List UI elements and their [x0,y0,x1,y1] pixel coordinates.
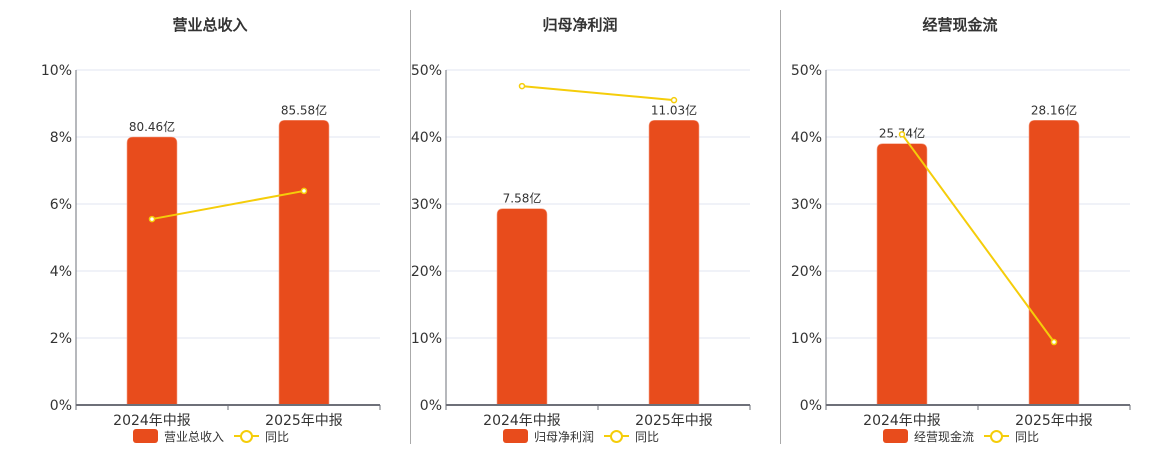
yoy-line [521,85,675,102]
x-tick-label: 2024年中报 [483,413,561,429]
yoy-line [151,189,305,221]
chart-panel-revenue: 营业总收入 0% 2% 4% 6% 8% 10% 80.46亿 85.58亿 2024年中报 20… [0,0,410,450]
legend-bar-swatch[interactable] [883,429,908,443]
y-tick-label: 0% [420,398,442,414]
y-tick-label: 10% [411,331,442,347]
x-tick-label: 2025年中报 [635,413,713,429]
legend-bar-label[interactable]: 营业总收入 [164,429,225,444]
bar-value-label: 11.03亿 [651,102,697,117]
y-tick-label: 30% [791,197,822,213]
legend-bar-label[interactable]: 归母净利润 [534,429,595,444]
chart-legend: 归母净利润 同比 [503,428,659,444]
bar-value-label: 85.58亿 [281,102,327,117]
chart-title: 经营现金流 [922,16,998,34]
x-tick-label: 2024年中报 [863,413,941,429]
chart-plot-area: 0% 2% 4% 6% 8% 10% 80.46亿 85.58亿 2024年中报 2025年中报 [41,63,381,429]
x-tick-label: 2025年中报 [1015,413,1093,429]
y-tick-label: 10% [41,63,72,79]
chart-legend: 营业总收入 同比 [133,428,289,444]
chart-title: 营业总收入 [172,16,248,34]
y-tick-label: 4% [50,264,72,280]
y-tick-label: 50% [411,63,442,79]
y-tick-label: 0% [800,398,822,414]
legend-line-label[interactable]: 同比 [1015,429,1040,444]
legend-line-circle-icon[interactable] [984,429,1010,443]
yoy-point[interactable] [1050,338,1058,346]
yoy-point[interactable] [670,96,678,104]
y-tick-label: 20% [411,264,442,280]
bar-value-label: 80.46亿 [129,119,175,134]
legend-line-circle-icon[interactable] [604,429,630,443]
x-tick-label: 2025年中报 [265,413,343,429]
bar[interactable] [126,136,178,406]
y-tick-label: 0% [50,398,72,414]
yoy-point[interactable] [518,82,526,90]
x-tick-label: 2024年中报 [113,413,191,429]
legend-bar-swatch[interactable] [503,429,528,443]
yoy-line [901,133,1055,343]
legend-line-label[interactable]: 同比 [635,429,660,444]
chart-panel-net-profit: 归母净利润 0% 10% 20% 30% 40% 50% 7.58亿 11.03亿 2024年中… [411,16,751,444]
legend-bar-label[interactable]: 经营现金流 [914,429,975,444]
bar-value-label: 28.16亿 [1031,102,1077,117]
chart-legend: 经营现金流 同比 [883,428,1039,444]
y-tick-label: 10% [791,331,822,347]
y-tick-label: 8% [50,130,72,146]
y-tick-label: 40% [411,130,442,146]
yoy-point[interactable] [300,187,308,195]
panel-divider [780,10,781,444]
legend-bar-swatch[interactable] [133,429,158,443]
y-tick-label: 20% [791,264,822,280]
bar[interactable] [278,119,330,406]
y-tick-label: 6% [50,197,72,213]
legend-line-label[interactable]: 同比 [265,429,290,444]
y-tick-label: 50% [791,63,822,79]
y-tick-label: 30% [411,197,442,213]
y-tick-label: 2% [50,331,72,347]
chart-title: 归母净利润 [542,16,618,34]
legend-line-circle-icon[interactable] [234,429,260,443]
bar[interactable] [876,143,928,406]
bar[interactable] [648,119,700,406]
panel-divider [410,10,411,444]
chart-plot-area: 0% 10% 20% 30% 40% 50% 7.58亿 11.03亿 2024年中报 2025年… [411,63,751,429]
bar[interactable] [1028,119,1080,406]
yoy-point[interactable] [898,131,906,138]
bar-value-label: 7.58亿 [503,191,542,206]
bar[interactable] [496,208,548,406]
yoy-point[interactable] [148,215,156,223]
y-tick-label: 40% [791,130,822,146]
